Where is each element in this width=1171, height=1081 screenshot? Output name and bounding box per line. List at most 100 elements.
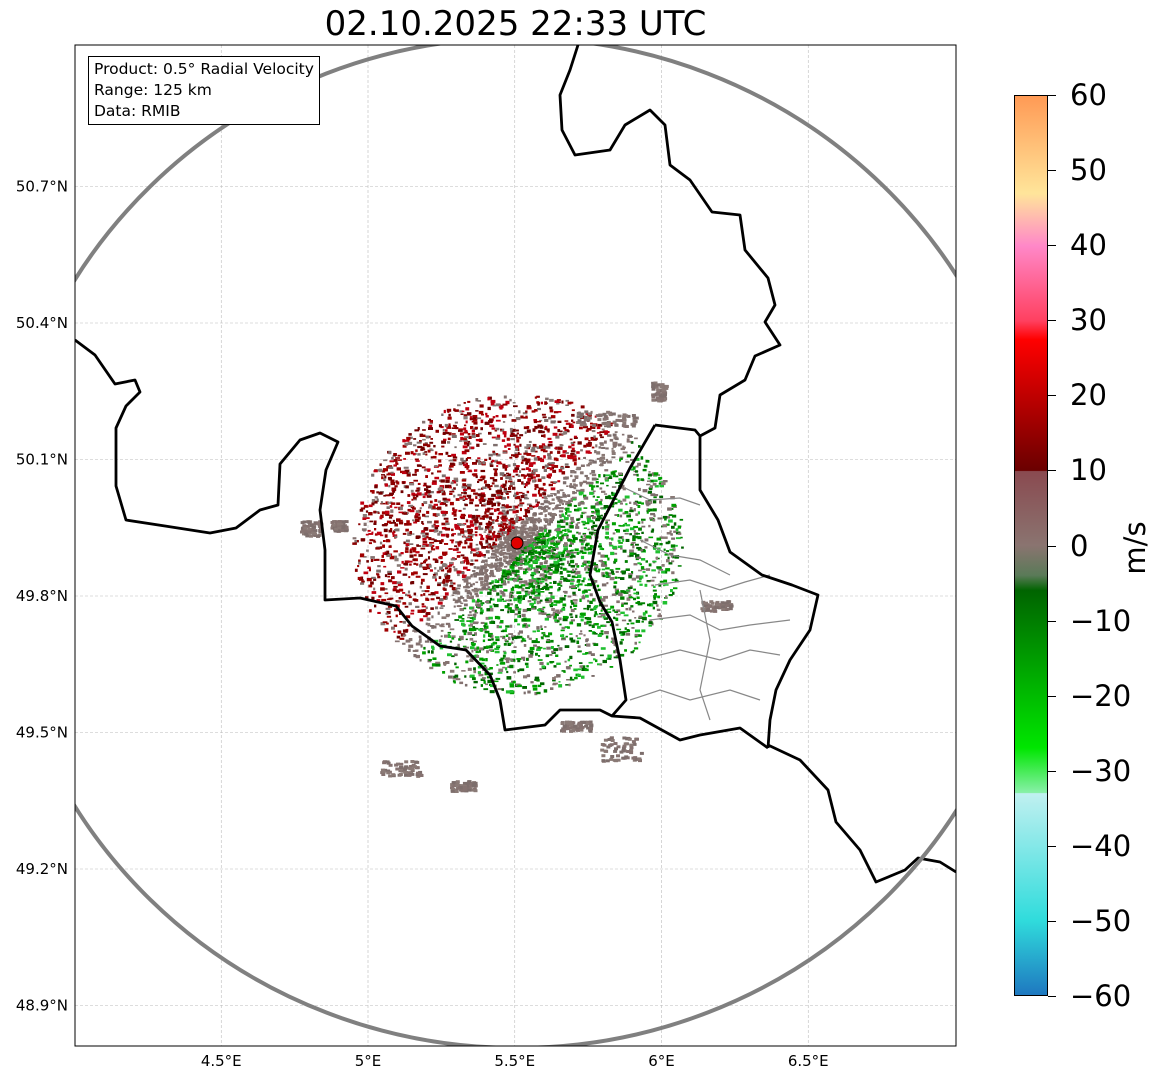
echo-pixel bbox=[628, 519, 631, 522]
echo-pixel bbox=[381, 773, 386, 776]
echo-pixel bbox=[378, 468, 383, 473]
echo-pixel bbox=[502, 483, 507, 487]
echo-pixel bbox=[510, 517, 514, 521]
velocity-echoes bbox=[300, 381, 734, 793]
echo-pixel bbox=[531, 528, 537, 532]
echo-pixel bbox=[396, 518, 401, 522]
echo-pixel bbox=[517, 516, 522, 520]
echo-pixel bbox=[429, 666, 434, 670]
echo-pixel bbox=[454, 599, 459, 603]
echo-pixel bbox=[578, 633, 583, 635]
echo-pixel bbox=[429, 500, 433, 504]
echo-pixel bbox=[498, 545, 503, 547]
echo-pixel bbox=[543, 455, 546, 459]
echo-pixel bbox=[316, 521, 321, 525]
echo-pixel bbox=[539, 581, 545, 583]
echo-pixel bbox=[569, 621, 574, 625]
echo-pixel bbox=[661, 388, 666, 392]
echo-pixel bbox=[531, 607, 536, 610]
echo-pixel bbox=[300, 530, 304, 534]
echo-pixel bbox=[473, 670, 477, 674]
echo-pixel bbox=[549, 654, 553, 656]
echo-pixel bbox=[631, 424, 636, 428]
echo-pixel bbox=[535, 546, 538, 549]
echo-pixel bbox=[493, 604, 499, 608]
echo-pixel bbox=[523, 486, 526, 488]
colorbar-tick bbox=[1048, 95, 1056, 96]
echo-pixel bbox=[488, 564, 492, 568]
echo-pixel bbox=[462, 530, 468, 533]
echo-pixel bbox=[525, 509, 531, 514]
echo-pixel bbox=[541, 540, 546, 545]
echo-pixel bbox=[532, 543, 538, 547]
echo-pixel bbox=[587, 551, 593, 555]
echo-pixel bbox=[564, 645, 570, 648]
echo-pixel bbox=[443, 661, 447, 665]
echo-pixel bbox=[508, 525, 512, 529]
echo-pixel bbox=[541, 539, 547, 542]
echo-pixel bbox=[457, 404, 461, 407]
echo-pixel bbox=[307, 520, 312, 524]
echo-pixel bbox=[533, 518, 538, 522]
echo-pixel bbox=[590, 515, 594, 517]
echo-pixel bbox=[393, 585, 398, 588]
echo-pixel bbox=[455, 678, 461, 681]
echo-pixel bbox=[489, 512, 494, 516]
echo-pixel bbox=[663, 584, 666, 587]
echo-pixel bbox=[503, 552, 506, 555]
echo-pixel bbox=[628, 573, 633, 577]
echo-pixel bbox=[411, 492, 415, 496]
echo-pixel bbox=[546, 565, 550, 567]
echo-pixel bbox=[404, 567, 408, 571]
echo-pixel bbox=[576, 623, 582, 627]
echo-pixel bbox=[438, 424, 442, 428]
echo-pixel bbox=[479, 662, 485, 665]
echo-pixel bbox=[534, 692, 538, 696]
echo-pixel bbox=[492, 520, 495, 524]
echo-pixel bbox=[603, 554, 609, 558]
echo-pixel bbox=[363, 505, 369, 508]
echo-pixel bbox=[442, 513, 446, 517]
echo-pixel bbox=[670, 496, 675, 500]
echo-pixel bbox=[468, 514, 473, 518]
echo-pixel bbox=[486, 650, 489, 654]
echo-pixel bbox=[535, 652, 538, 656]
echo-pixel bbox=[615, 591, 620, 595]
echo-pixel bbox=[560, 566, 563, 570]
echo-pixel bbox=[534, 590, 538, 594]
echo-pixel bbox=[657, 571, 660, 574]
echo-pixel bbox=[454, 421, 458, 424]
echo-pixel bbox=[566, 551, 571, 554]
echo-pixel bbox=[317, 523, 322, 527]
echo-pixel bbox=[494, 460, 498, 463]
echo-pixel bbox=[473, 469, 478, 472]
echo-pixel bbox=[465, 407, 470, 411]
echo-pixel bbox=[439, 624, 444, 627]
product-label: Product: 0.5° Radial Velocity bbox=[94, 60, 314, 78]
echo-pixel bbox=[565, 466, 570, 468]
echo-pixel bbox=[398, 511, 403, 514]
echo-pixel bbox=[571, 534, 576, 538]
echo-pixel bbox=[662, 480, 668, 483]
echo-pixel bbox=[395, 767, 400, 771]
echo-pixel bbox=[488, 672, 493, 676]
echo-pixel bbox=[386, 622, 389, 625]
echo-pixel bbox=[481, 515, 486, 518]
echo-pixel bbox=[545, 555, 551, 558]
echo-pixel bbox=[482, 639, 486, 643]
echo-pixel bbox=[540, 458, 545, 463]
echo-pixel bbox=[577, 645, 581, 648]
echo-pixel bbox=[524, 590, 529, 593]
echo-pixel bbox=[408, 433, 412, 436]
colorbar-tick bbox=[1048, 996, 1056, 997]
echo-pixel bbox=[607, 460, 612, 464]
echo-pixel bbox=[478, 522, 483, 526]
echo-pixel bbox=[359, 579, 364, 581]
echo-pixel bbox=[543, 434, 546, 438]
echo-pixel bbox=[591, 485, 596, 488]
echo-pixel bbox=[542, 416, 547, 419]
echo-pixel bbox=[499, 407, 503, 410]
echo-pixel bbox=[630, 458, 635, 461]
echo-pixel bbox=[549, 495, 553, 497]
echo-pixel bbox=[542, 557, 545, 560]
